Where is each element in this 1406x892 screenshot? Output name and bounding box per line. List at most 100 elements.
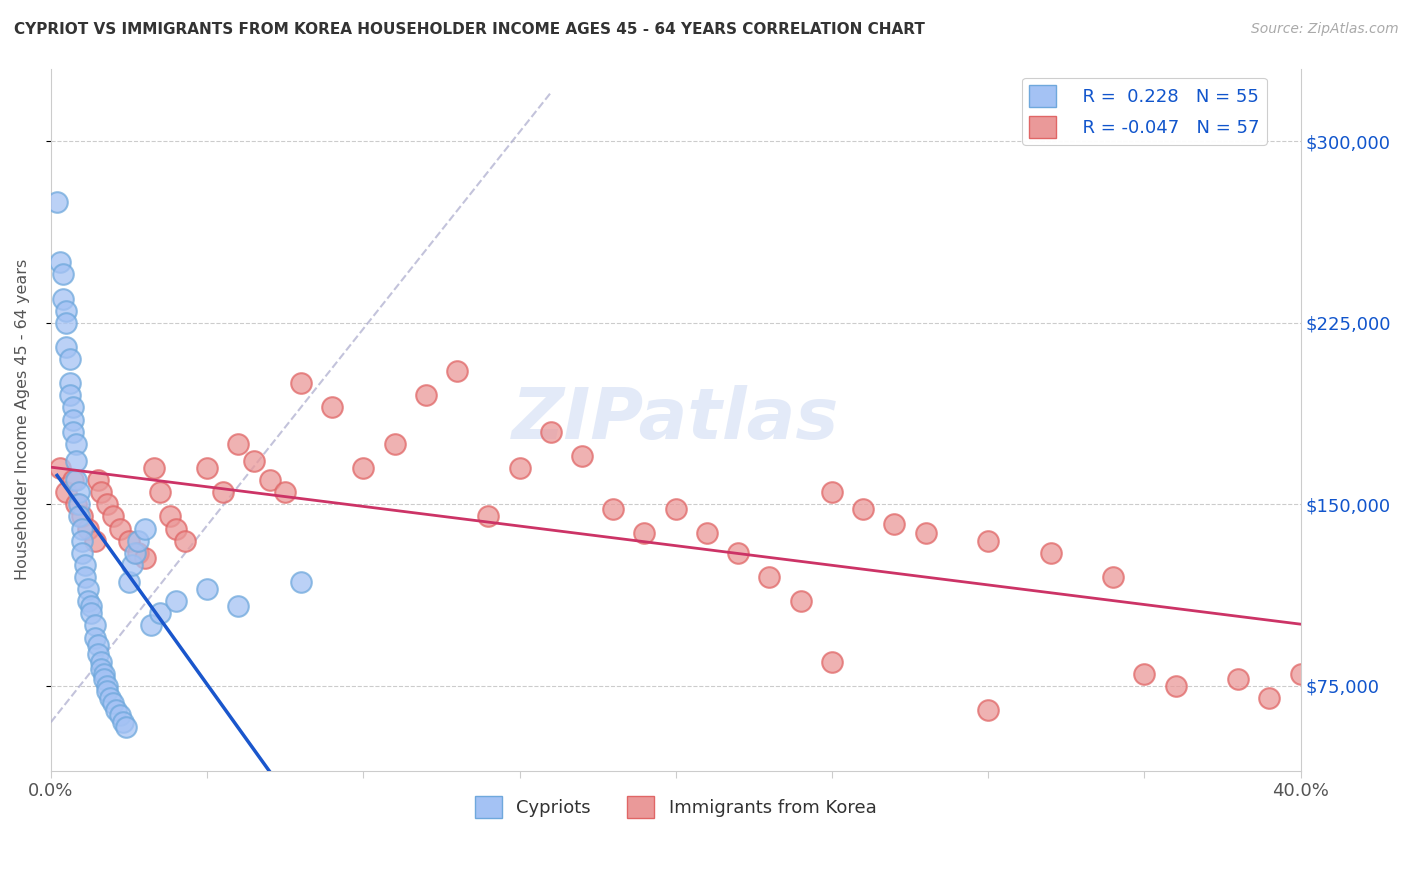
Point [127, 533, 149, 548]
Point [90, 655, 112, 669]
Point [62, 412, 84, 426]
Point [96, 679, 118, 693]
Point [665, 502, 688, 516]
Point [290, 376, 312, 391]
Point [52, 292, 75, 306]
Point [124, 546, 146, 560]
Point [789, 594, 811, 608]
Point [67, 485, 90, 500]
Point [49, 461, 72, 475]
Text: CYPRIOT VS IMMIGRANTS FROM KOREA HOUSEHOLDER INCOME AGES 45 - 64 YEARS CORRELATI: CYPRIOT VS IMMIGRANTS FROM KOREA HOUSEHO… [14, 22, 925, 37]
Point [80, 607, 103, 621]
Point [52, 268, 75, 282]
Point [83, 618, 105, 632]
Point [77, 594, 100, 608]
Point [977, 533, 1000, 548]
Point [98, 691, 121, 706]
Point [243, 454, 266, 468]
Point [321, 401, 343, 415]
Point [883, 516, 905, 531]
Point [508, 461, 530, 475]
Point [758, 570, 780, 584]
Y-axis label: Householder Income Ages 45 - 64 years: Householder Income Ages 45 - 64 years [15, 259, 30, 580]
Point [149, 607, 172, 621]
Point [118, 533, 141, 548]
Point [1133, 666, 1156, 681]
Point [96, 497, 118, 511]
Point [65, 437, 87, 451]
Point [58, 352, 80, 367]
Point [142, 461, 165, 475]
Point [65, 454, 87, 468]
Point [86, 648, 108, 662]
Point [259, 473, 281, 487]
Point [83, 631, 105, 645]
Point [226, 599, 249, 613]
Point [62, 401, 84, 415]
Point [384, 437, 406, 451]
Point [446, 364, 468, 378]
Point [1289, 666, 1312, 681]
Point [1164, 679, 1187, 693]
Legend: Cypriots, Immigrants from Korea: Cypriots, Immigrants from Korea [468, 789, 884, 825]
Point [108, 708, 131, 723]
Point [195, 582, 218, 596]
Point [80, 599, 103, 613]
Point [352, 461, 374, 475]
Point [633, 526, 655, 541]
Point [1039, 546, 1062, 560]
Point [83, 533, 105, 548]
Point [62, 473, 84, 487]
Point [602, 502, 624, 516]
Point [114, 720, 136, 734]
Point [914, 526, 936, 541]
Point [121, 558, 143, 572]
Point [174, 533, 197, 548]
Point [46, 194, 69, 209]
Point [70, 509, 93, 524]
Point [290, 574, 312, 589]
Point [86, 473, 108, 487]
Point [1102, 570, 1125, 584]
Point [1227, 672, 1250, 686]
Point [86, 638, 108, 652]
Point [55, 485, 77, 500]
Point [90, 662, 112, 676]
Point [211, 485, 233, 500]
Point [852, 502, 875, 516]
Point [58, 388, 80, 402]
Point [90, 485, 112, 500]
Point [571, 449, 593, 463]
Point [477, 509, 499, 524]
Point [55, 316, 77, 330]
Point [77, 522, 100, 536]
Point [70, 533, 93, 548]
Point [65, 473, 87, 487]
Point [195, 461, 218, 475]
Point [111, 715, 134, 730]
Point [67, 509, 90, 524]
Point [70, 522, 93, 536]
Point [540, 425, 562, 439]
Point [75, 570, 97, 584]
Point [67, 497, 90, 511]
Point [49, 255, 72, 269]
Text: Source: ZipAtlas.com: Source: ZipAtlas.com [1251, 22, 1399, 37]
Point [77, 582, 100, 596]
Point [977, 703, 1000, 717]
Point [93, 666, 115, 681]
Point [159, 509, 181, 524]
Text: ZIPatlas: ZIPatlas [512, 385, 839, 454]
Point [55, 303, 77, 318]
Point [1258, 691, 1281, 706]
Point [75, 558, 97, 572]
Point [103, 696, 125, 710]
Point [108, 522, 131, 536]
Point [165, 522, 187, 536]
Point [134, 550, 156, 565]
Point [103, 509, 125, 524]
Point [696, 526, 718, 541]
Point [821, 485, 844, 500]
Point [415, 388, 437, 402]
Point [70, 546, 93, 560]
